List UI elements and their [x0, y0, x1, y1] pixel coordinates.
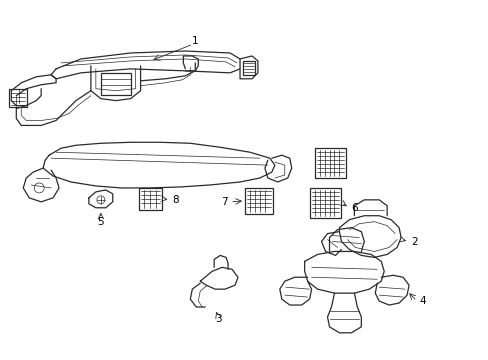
- Bar: [101, 73, 130, 95]
- Text: 7: 7: [221, 197, 227, 207]
- Text: 2: 2: [410, 237, 417, 247]
- Text: 5: 5: [97, 217, 104, 227]
- Text: 4: 4: [418, 296, 425, 306]
- Text: 8: 8: [172, 195, 179, 205]
- Bar: [243, 61, 254, 75]
- Text: 3: 3: [214, 314, 221, 324]
- Bar: [309, 188, 341, 218]
- Bar: [244, 188, 272, 214]
- Bar: [138, 188, 162, 210]
- Bar: [9, 89, 27, 107]
- Bar: [314, 148, 346, 178]
- Text: 6: 6: [351, 203, 357, 213]
- Text: 1: 1: [192, 36, 198, 46]
